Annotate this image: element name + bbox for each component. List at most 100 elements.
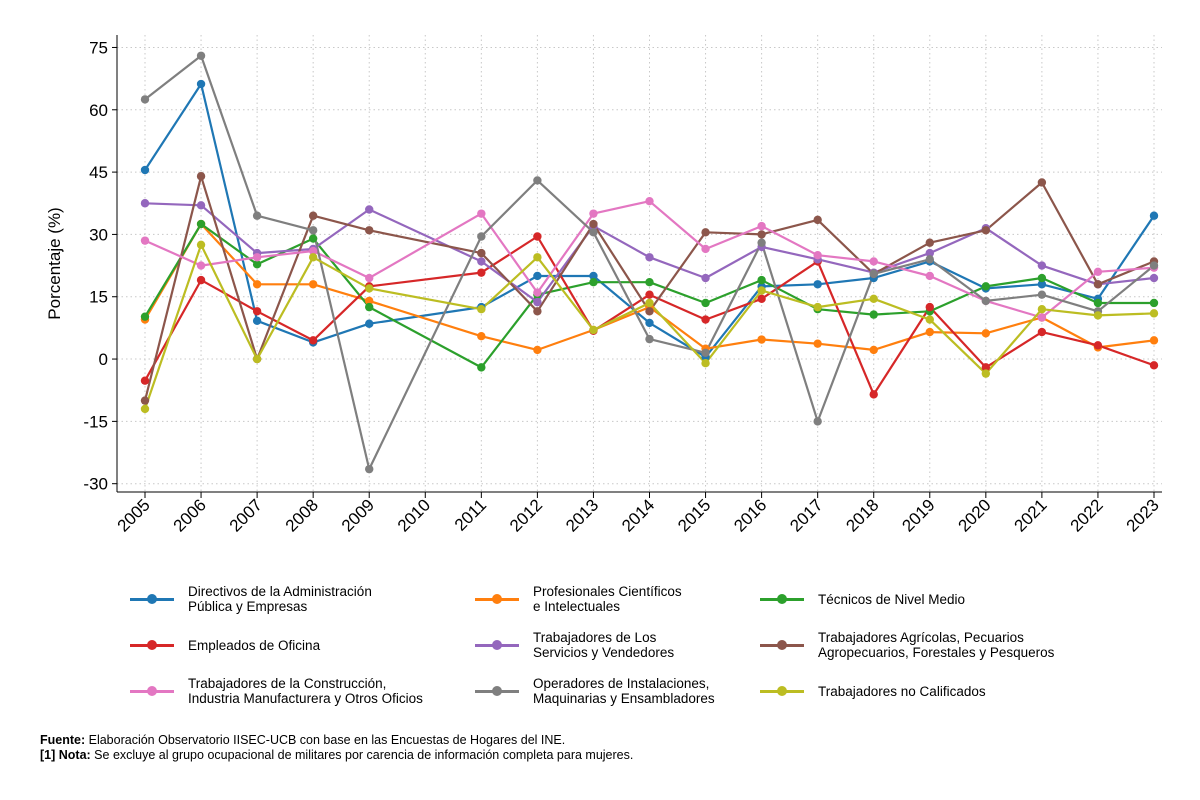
data-point [308,234,318,243]
data-point [533,176,542,185]
data-point [757,275,766,285]
legend-label: Técnicos de Nivel Medio [818,591,966,607]
note-line: [1] Nota: Se excluye al grupo ocupaciona… [40,748,633,763]
legend-item: Técnicos de Nivel Medio [760,582,965,616]
series-line [144,222,1154,369]
data-point [196,240,206,250]
data-point [1149,273,1159,283]
data-point [869,257,878,266]
source-text: Elaboración Observatorio IISEC-UCB con b… [85,733,566,747]
data-point [869,390,878,399]
x-tick-label: 2014 [618,495,658,535]
data-point [252,253,262,262]
data-point [308,253,318,262]
data-point [477,257,486,266]
data-point [589,219,598,229]
legend-swatch [130,592,174,606]
data-point [533,232,542,241]
data-point [1093,280,1103,289]
data-point [869,345,878,355]
data-point [140,396,150,405]
legend-label: Directivos de la Administración Pública … [188,584,372,614]
legend-swatch [475,638,519,652]
data-point [813,250,822,260]
data-point [757,294,766,304]
data-point [1149,211,1159,220]
data-point [196,275,206,285]
source-notes: Fuente: Elaboración Observatorio IISEC-U… [40,733,633,763]
x-tick-label: 2006 [170,495,210,535]
data-point [645,196,654,206]
legend-swatch [760,592,804,606]
chart-legend: Directivos de la Administración Pública … [130,582,1130,712]
data-point [533,345,542,355]
series-line [144,200,1155,319]
data-point [813,280,822,289]
source-label: Fuente: [40,733,86,747]
series-line [143,175,1155,401]
data-point [1037,273,1047,283]
data-point [140,376,150,385]
data-point [1093,341,1103,350]
data-point [1037,327,1047,337]
y-axis-label: Porcentaje (%) [45,207,64,319]
data-point [140,95,150,104]
data-point [533,307,542,316]
data-point [757,230,766,239]
data-point [533,271,542,281]
y-tick-label: 0 [99,350,108,369]
data-point [196,172,206,181]
legend-item: Operadores de Instalaciones, Maquinarias… [475,674,715,708]
data-point [1037,313,1047,322]
data-point [365,464,374,474]
data-point [645,334,654,344]
legend-label: Empleados de Oficina [188,637,321,653]
data-point [757,238,766,247]
x-tick-label: 2015 [674,495,714,535]
data-point [981,363,991,372]
x-tick-label: 2023 [1123,495,1163,535]
y-tick-label: -30 [83,475,108,494]
data-point [252,260,262,269]
data-point [869,310,878,319]
data-point [252,316,262,326]
data-point [701,315,710,324]
legend-item: Trabajadores de la Construcción, Industr… [130,674,423,708]
legend-swatch [475,592,519,606]
data-point [925,238,934,247]
data-point [589,209,598,218]
data-point [140,199,150,208]
data-point [140,165,150,175]
line-chart: 75 60 45 30 15 0 -15 -30 2005 2006 2007 2008 2009 201… [45,35,1163,536]
y-tick-label: 60 [89,101,108,120]
y-tick-label: 45 [89,163,108,182]
data-point [813,417,822,426]
data-point [308,280,318,289]
data-point [477,232,486,241]
x-tick-label: 2012 [506,495,546,535]
data-point [981,226,991,235]
x-tick-label: 2010 [394,495,434,535]
legend-label: Operadores de Instalaciones, Maquinarias… [533,676,715,706]
data-point [925,248,934,258]
data-point [533,297,542,307]
data-point [533,253,542,262]
data-point [589,228,598,237]
data-point [365,284,374,293]
data-point [196,201,206,210]
data-point [1149,298,1159,308]
x-tick-label: 2011 [451,495,490,534]
data-point [1093,267,1103,277]
data-point [813,215,822,225]
data-point [1093,311,1103,320]
data-point [1037,261,1047,270]
data-point [365,226,374,235]
x-tick-label: 2016 [730,495,770,535]
data-point [1037,178,1047,187]
data-point [925,302,934,312]
legend-swatch [475,684,519,698]
data-point [645,307,654,316]
data-point [981,369,991,378]
data-point [196,79,206,89]
series-line [143,243,1155,410]
